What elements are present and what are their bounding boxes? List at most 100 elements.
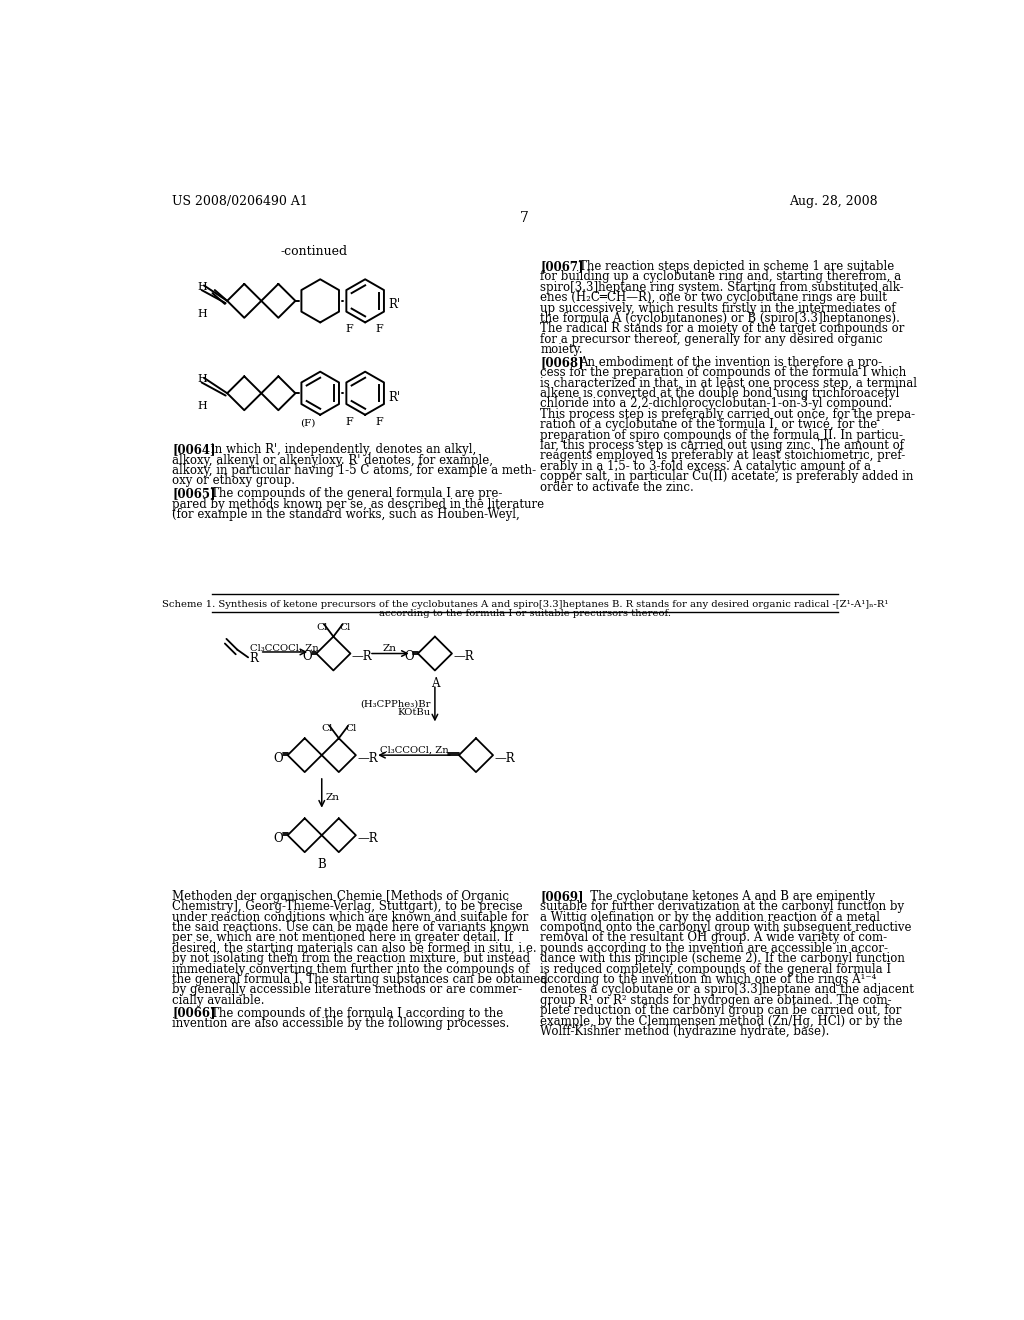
Text: —R: —R: [357, 751, 378, 764]
Text: [0067]: [0067]: [541, 260, 584, 273]
Text: —R: —R: [454, 649, 474, 663]
Text: is characterized in that, in at least one process step, a terminal: is characterized in that, in at least on…: [541, 376, 918, 389]
Text: the formula A (cyclobutanones) or B (spiro[3.3]heptanones).: the formula A (cyclobutanones) or B (spi…: [541, 312, 900, 325]
Text: according to the formula I or suitable precursors thereof.: according to the formula I or suitable p…: [379, 609, 671, 618]
Text: R: R: [249, 652, 258, 665]
Text: group R¹ or R² stands for hydrogen are obtained. The com-: group R¹ or R² stands for hydrogen are o…: [541, 994, 892, 1007]
Text: moiety.: moiety.: [541, 343, 583, 356]
Text: -continued: -continued: [281, 244, 347, 257]
Text: alkoxy, alkenyl or alkenyloxy. R' denotes, for example,: alkoxy, alkenyl or alkenyloxy. R' denote…: [172, 454, 494, 467]
Text: (H₃CPPhe₃)Br: (H₃CPPhe₃)Br: [360, 700, 431, 709]
Text: up successively, which results firstly in the intermediates of: up successively, which results firstly i…: [541, 302, 896, 314]
Text: alkene is converted at the double bond using trichloroacetyl: alkene is converted at the double bond u…: [541, 387, 900, 400]
Text: (for example in the standard works, such as Houben-Weyl,: (for example in the standard works, such…: [172, 508, 520, 521]
Text: The compounds of the formula I according to the: The compounds of the formula I according…: [211, 1007, 503, 1019]
Text: F: F: [375, 325, 383, 334]
Text: H: H: [198, 374, 208, 384]
Text: F: F: [375, 417, 383, 426]
Text: Zn: Zn: [326, 793, 340, 801]
Text: [0069]: [0069]: [541, 890, 584, 903]
Text: copper salt, in particular Cu(II) acetate, is preferably added in: copper salt, in particular Cu(II) acetat…: [541, 470, 913, 483]
Text: Wolff-Kishner method (hydrazine hydrate, base).: Wolff-Kishner method (hydrazine hydrate,…: [541, 1026, 829, 1038]
Text: The compounds of the general formula I are pre-: The compounds of the general formula I a…: [211, 487, 503, 500]
Text: erably in a 1.5- to 3-fold excess. A catalytic amount of a: erably in a 1.5- to 3-fold excess. A cat…: [541, 459, 871, 473]
Text: invention are also accessible by the following processes.: invention are also accessible by the fol…: [172, 1016, 510, 1030]
Text: O: O: [273, 751, 284, 764]
Text: KOtBu: KOtBu: [397, 708, 431, 717]
Text: H: H: [198, 401, 208, 411]
Text: order to activate the zinc.: order to activate the zinc.: [541, 480, 694, 494]
Text: O: O: [273, 832, 284, 845]
Text: —R: —R: [352, 649, 373, 663]
Text: F: F: [346, 325, 353, 334]
Text: Cl: Cl: [345, 725, 356, 734]
Text: The radical R stands for a moiety of the target compounds or: The radical R stands for a moiety of the…: [541, 322, 904, 335]
Text: by generally accessible literature methods or are commer-: by generally accessible literature metho…: [172, 983, 522, 997]
Text: Cl: Cl: [316, 623, 328, 632]
Text: in which R', independently, denotes an alkyl,: in which R', independently, denotes an a…: [211, 444, 476, 457]
Text: US 2008/0206490 A1: US 2008/0206490 A1: [172, 195, 308, 209]
Text: immediately converting them further into the compounds of: immediately converting them further into…: [172, 962, 529, 975]
Text: Zn: Zn: [383, 644, 397, 653]
Text: removal of the resultant OH group. A wide variety of com-: removal of the resultant OH group. A wid…: [541, 932, 888, 945]
Text: [0065]: [0065]: [172, 487, 216, 500]
Text: spiro[3.3]heptane ring system. Starting from substituted alk-: spiro[3.3]heptane ring system. Starting …: [541, 281, 904, 294]
Text: according to the invention in which one of the rings A¹⁻⁴: according to the invention in which one …: [541, 973, 877, 986]
Text: pared by methods known per se, as described in the literature: pared by methods known per se, as descri…: [172, 498, 545, 511]
Text: Chemistry], Georg-Thieme-Verlag, Stuttgart), to be precise: Chemistry], Georg-Thieme-Verlag, Stuttga…: [172, 900, 523, 913]
Text: B: B: [317, 858, 326, 871]
Text: oxy or ethoxy group.: oxy or ethoxy group.: [172, 474, 295, 487]
Text: [0064]: [0064]: [172, 444, 216, 457]
Text: The cyclobutane ketones A and B are eminently: The cyclobutane ketones A and B are emin…: [579, 890, 876, 903]
Text: for building up a cyclobutane ring and, starting therefrom, a: for building up a cyclobutane ring and, …: [541, 271, 901, 284]
Text: An embodiment of the invention is therefore a pro-: An embodiment of the invention is theref…: [579, 356, 882, 368]
Text: reagents employed is preferably at least stoichiometric, pref-: reagents employed is preferably at least…: [541, 449, 905, 462]
Text: cially available.: cially available.: [172, 994, 264, 1007]
Text: [0068]: [0068]: [541, 356, 584, 368]
Text: for a precursor thereof, generally for any desired organic: for a precursor thereof, generally for a…: [541, 333, 883, 346]
Text: dance with this principle (scheme 2). If the carbonyl function: dance with this principle (scheme 2). If…: [541, 952, 905, 965]
Text: The reaction steps depicted in scheme 1 are suitable: The reaction steps depicted in scheme 1 …: [579, 260, 894, 273]
Text: Cl₃CCOCl, Zn: Cl₃CCOCl, Zn: [380, 746, 449, 755]
Text: by not isolating them from the reaction mixture, but instead: by not isolating them from the reaction …: [172, 952, 530, 965]
Text: ration of a cyclobutane of the formula I, or twice, for the: ration of a cyclobutane of the formula I…: [541, 418, 878, 432]
Text: —R: —R: [357, 832, 378, 845]
Text: lar, this process step is carried out using zinc. The amount of: lar, this process step is carried out us…: [541, 440, 904, 451]
Text: R': R': [388, 391, 400, 404]
Text: Cl: Cl: [322, 725, 333, 734]
Text: preparation of spiro compounds of the formula II. In particu-: preparation of spiro compounds of the fo…: [541, 429, 903, 442]
Text: is reduced completely, compounds of the general formula I: is reduced completely, compounds of the …: [541, 962, 892, 975]
Text: F: F: [346, 417, 353, 426]
Text: This process step is preferably carried out once, for the prepa-: This process step is preferably carried …: [541, 408, 915, 421]
Text: the said reactions. Use can be made here of variants known: the said reactions. Use can be made here…: [172, 921, 529, 935]
Text: example, by the Clemmensen method (Zn/Hg, HCl) or by the: example, by the Clemmensen method (Zn/Hg…: [541, 1015, 903, 1028]
Text: denotes a cyclobutane or a spiro[3.3]heptane and the adjacent: denotes a cyclobutane or a spiro[3.3]hep…: [541, 983, 914, 997]
Text: cess for the preparation of compounds of the formula I which: cess for the preparation of compounds of…: [541, 367, 906, 379]
Text: Cl: Cl: [340, 623, 351, 632]
Text: (F): (F): [300, 418, 315, 428]
Text: R': R': [388, 298, 400, 312]
Text: per se, which are not mentioned here in greater detail. If: per se, which are not mentioned here in …: [172, 932, 513, 945]
Text: desired, the starting materials can also be formed in situ, i.e.: desired, the starting materials can also…: [172, 942, 537, 954]
Text: —R: —R: [495, 751, 515, 764]
Text: Scheme 1. Synthesis of ketone precursors of the cyclobutanes A and spiro[3.3]hep: Scheme 1. Synthesis of ketone precursors…: [162, 601, 888, 610]
Text: plete reduction of the carbonyl group can be carried out, for: plete reduction of the carbonyl group ca…: [541, 1005, 902, 1018]
Text: Cl₃CCOCl, Zn: Cl₃CCOCl, Zn: [250, 644, 318, 652]
Text: O: O: [302, 649, 312, 663]
Text: Methoden der organischen Chemie [Methods of Organic: Methoden der organischen Chemie [Methods…: [172, 890, 509, 903]
Text: H: H: [198, 309, 208, 318]
Text: Aug. 28, 2008: Aug. 28, 2008: [788, 195, 878, 209]
Text: alkoxy, in particular having 1-5 C atoms, for example a meth-: alkoxy, in particular having 1-5 C atoms…: [172, 465, 537, 477]
Text: A: A: [431, 677, 439, 689]
Text: a Wittig olefination or by the addition reaction of a metal: a Wittig olefination or by the addition …: [541, 911, 881, 924]
Text: H: H: [198, 281, 208, 292]
Text: suitable for further derivatization at the carbonyl function by: suitable for further derivatization at t…: [541, 900, 904, 913]
Text: [0066]: [0066]: [172, 1007, 216, 1019]
Text: pounds according to the invention are accessible in accor-: pounds according to the invention are ac…: [541, 942, 888, 954]
Text: compound onto the carbonyl group with subsequent reductive: compound onto the carbonyl group with su…: [541, 921, 911, 935]
Text: under reaction conditions which are known and suitable for: under reaction conditions which are know…: [172, 911, 528, 924]
Text: enes (H₂C═CH—R), one or two cyclobutane rings are built: enes (H₂C═CH—R), one or two cyclobutane …: [541, 292, 887, 304]
Text: 7: 7: [520, 211, 529, 224]
Text: the general formula I. The starting substances can be obtained: the general formula I. The starting subs…: [172, 973, 548, 986]
Text: chloride into a 2,2-dichlorocyclobutan-1-on-3-yl compound.: chloride into a 2,2-dichlorocyclobutan-1…: [541, 397, 893, 411]
